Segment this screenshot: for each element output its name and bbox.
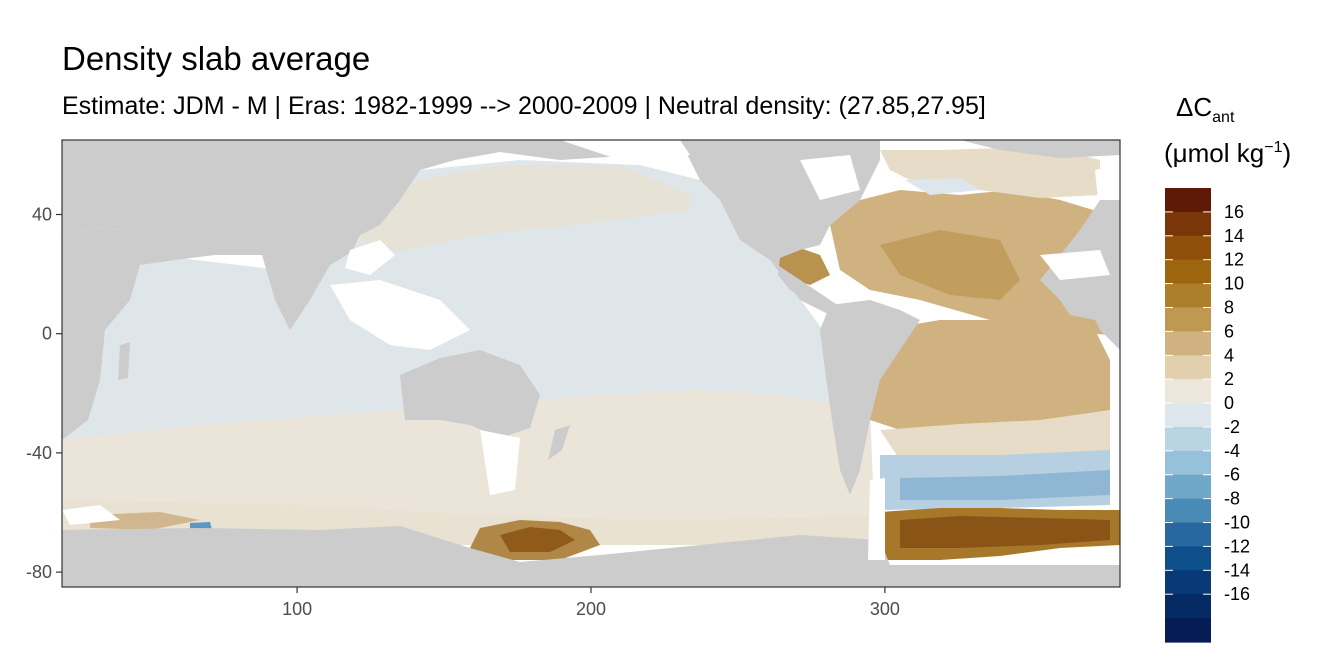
nodata-hudson-bay [800, 155, 860, 200]
legend-tick-label: 8 [1224, 297, 1234, 317]
y-tick-label: 40 [32, 205, 52, 225]
legend-color-step [1165, 618, 1211, 643]
legend-tick-label: 10 [1224, 274, 1244, 294]
legend-color-step [1165, 426, 1211, 452]
y-tick-label: -80 [26, 562, 52, 582]
x-tick-label: 300 [870, 599, 900, 619]
labrador-sea [905, 178, 980, 195]
chart-subtitle: Estimate: JDM - M | Eras: 1982-1999 --> … [62, 92, 986, 120]
nodata-maritime-continent [330, 280, 470, 350]
legend-color-step [1165, 474, 1211, 500]
land-madagascar [118, 342, 130, 380]
legend-color-step [1165, 522, 1211, 548]
y-tick-label: -40 [26, 443, 52, 463]
nodata-tasman [480, 430, 520, 495]
south-atlantic-blue-strip [900, 470, 1110, 500]
legend-color-step [1165, 235, 1211, 261]
legend-title-line2: (μmol kg−1) [1164, 138, 1291, 168]
legend-color-step [1165, 211, 1211, 237]
legend-color-step [1165, 283, 1211, 309]
legend-color-step [1165, 403, 1211, 428]
legend-tick-label: -2 [1224, 417, 1240, 437]
ocean-field [62, 148, 1120, 560]
nodata-weddell-edge [868, 478, 885, 560]
land-india [262, 250, 330, 330]
legend: ΔCant (μmol kg−1) 16 14 12 10 8 6 4 2 0 -2 -4 -6 -8 -10… [1164, 92, 1291, 643]
legend-tick-label: -12 [1224, 536, 1250, 556]
legend-tick-label: 0 [1224, 393, 1234, 413]
land-eurasia [62, 140, 640, 268]
legend-tick-label: 16 [1224, 202, 1244, 222]
land-central-america [770, 260, 845, 315]
land-australia [400, 350, 540, 438]
land-africa [62, 228, 140, 440]
legend-tick-label: 6 [1224, 321, 1234, 341]
nodata-south-pacific-strip [62, 505, 120, 525]
legend-color-step [1165, 188, 1211, 213]
y-tick-label: 0 [42, 324, 52, 344]
legend-tick-label: -8 [1224, 489, 1240, 509]
legend-tick-label: -10 [1224, 513, 1250, 533]
land-antarctica [62, 526, 1120, 587]
south-atlantic [860, 320, 1110, 430]
x-tick-label: 100 [282, 599, 312, 619]
no-data-areas [62, 140, 1120, 560]
legend-color-step [1165, 450, 1211, 476]
legend-color-step [1165, 498, 1211, 524]
land-south-america [820, 300, 920, 495]
nodata-arctic-pacific [560, 140, 690, 160]
legend-color-step [1165, 355, 1211, 380]
north-atlantic-darker [880, 230, 1020, 300]
indian-antarctic-patch [90, 512, 200, 530]
ross-sea-inner [500, 527, 575, 552]
legend-tick-label: -4 [1224, 441, 1240, 461]
legend-tick-label: 4 [1224, 345, 1234, 365]
legend-color-step [1165, 594, 1211, 619]
nodata-mediterranean [1040, 250, 1110, 280]
map-panel [62, 140, 1120, 587]
land-new-zealand [548, 425, 570, 460]
legend-tick-label: 14 [1224, 226, 1244, 246]
legend-tick-label: -16 [1224, 584, 1250, 604]
legend-color-step [1165, 570, 1211, 595]
legend-color-step [1165, 307, 1211, 332]
nodata-north-sea [1095, 165, 1120, 200]
weddell-sea-dark [900, 516, 1110, 548]
nodata-sea-of-japan [345, 240, 395, 275]
legend-tick-label: 2 [1224, 369, 1234, 389]
legend-title-line1: ΔCant [1176, 92, 1235, 126]
ocean-northpacific-band [350, 165, 690, 255]
legend-tick-label: -6 [1224, 465, 1240, 485]
land-greenland [960, 140, 1120, 158]
south-atlantic-transition [880, 410, 1110, 460]
legend-tick-label: 12 [1224, 250, 1244, 270]
legend-color-step [1165, 331, 1211, 356]
legend-tick-label: -14 [1224, 560, 1250, 580]
x-tick-label: 200 [576, 599, 606, 619]
southern-band [62, 390, 875, 530]
chart-title: Density slab average [62, 40, 371, 77]
land-masses [62, 140, 1120, 587]
legend-color-step [1165, 379, 1211, 404]
legend-color-step [1165, 259, 1211, 285]
legend-color-step [1165, 546, 1211, 571]
